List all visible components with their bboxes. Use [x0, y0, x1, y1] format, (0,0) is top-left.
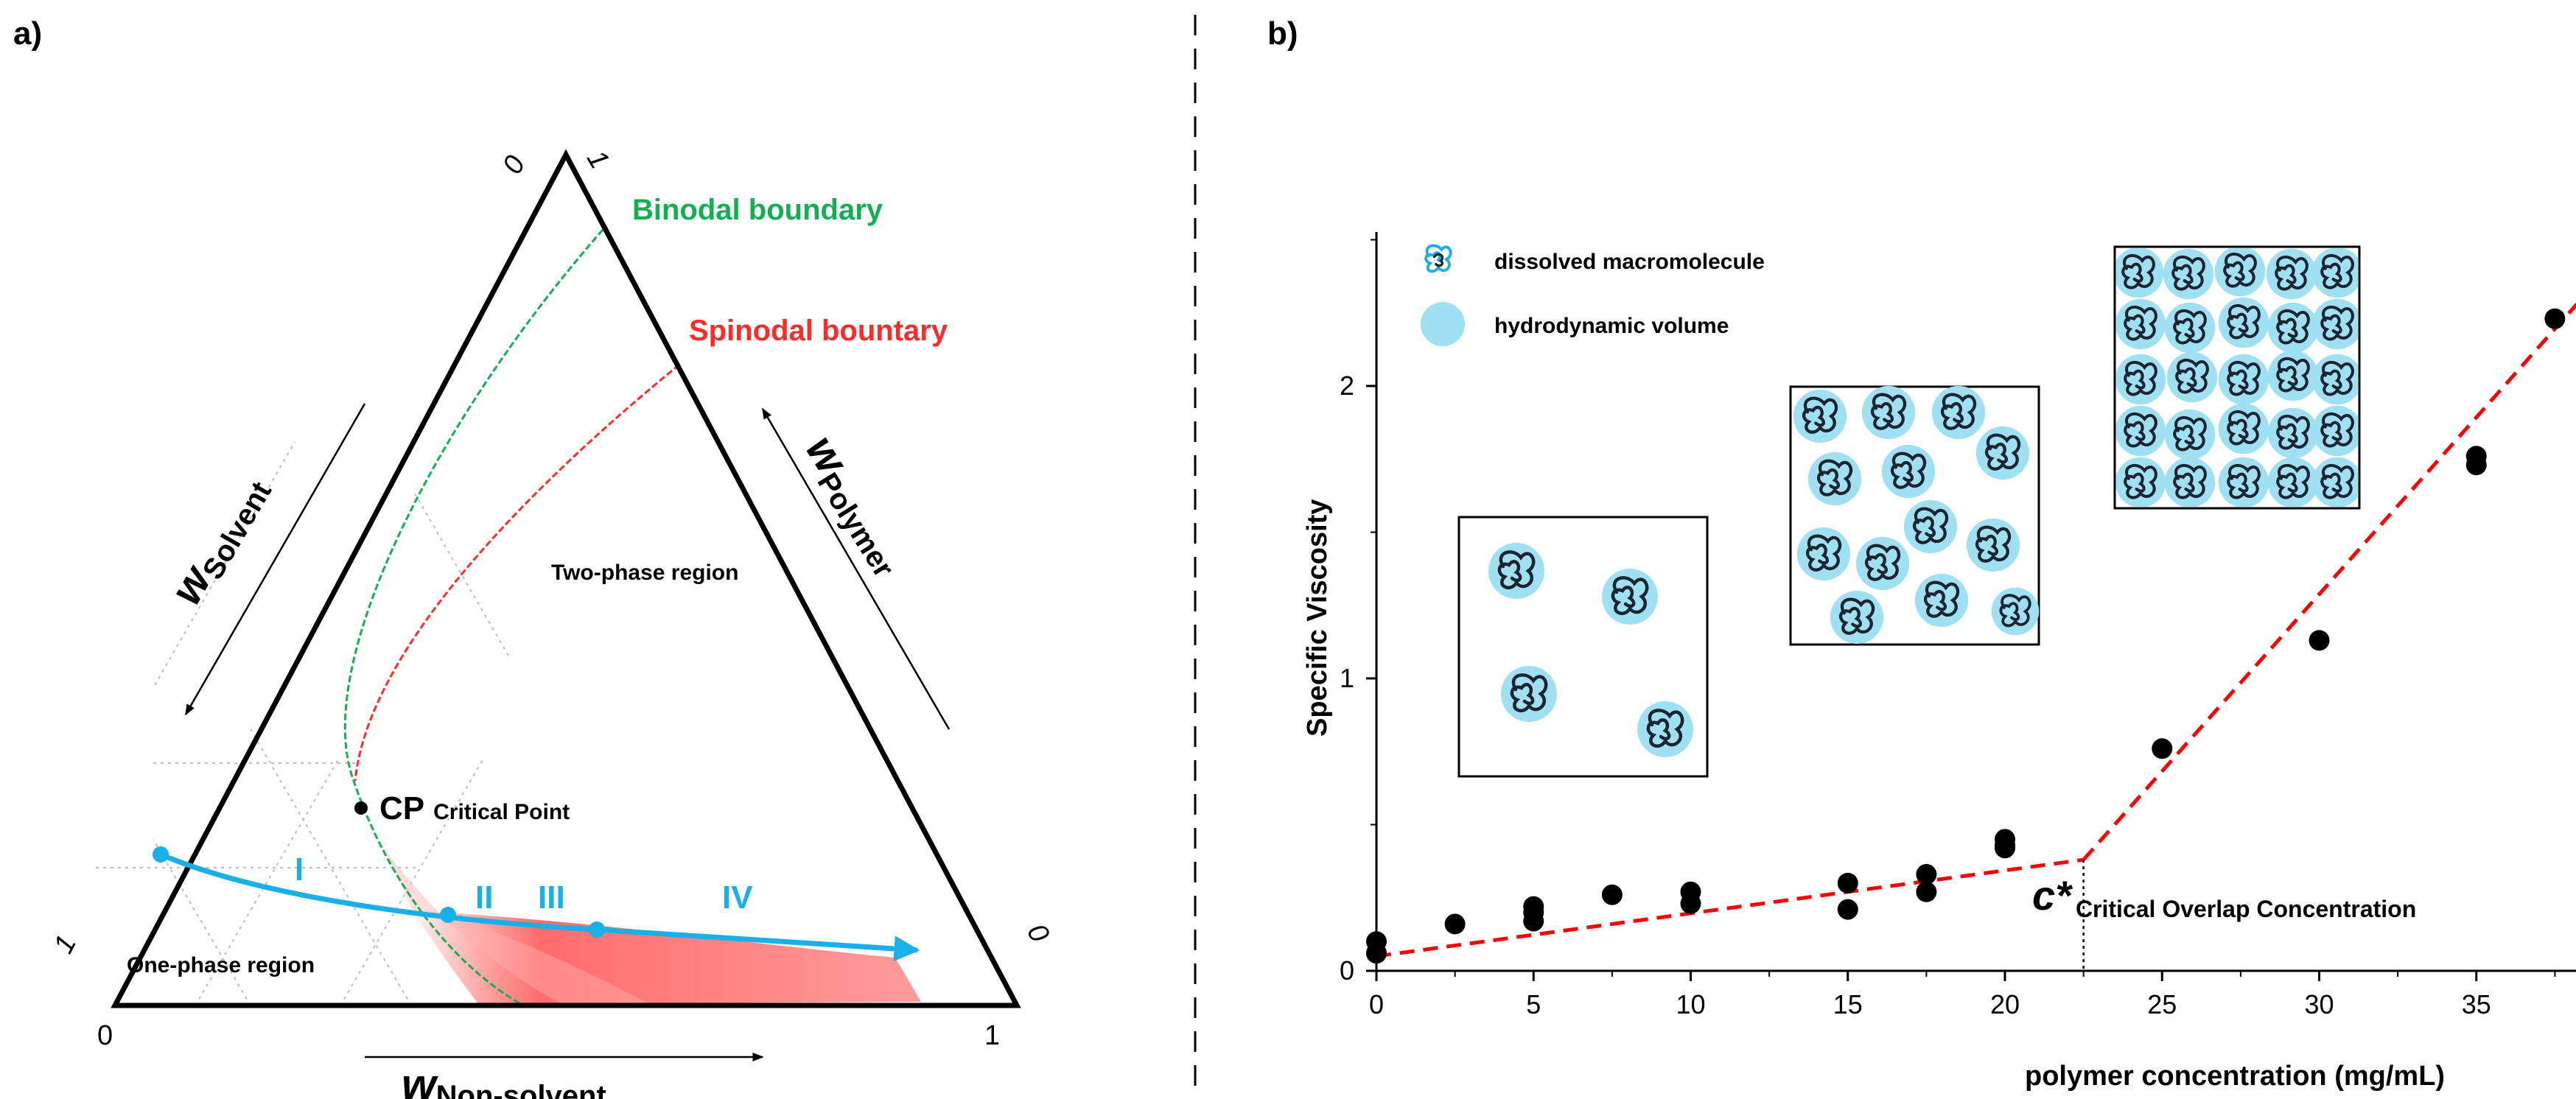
two-phase-label: Two-phase region [551, 561, 738, 585]
binodal-curve [343, 229, 604, 1005]
x-tick-label-5: 5 [1526, 989, 1541, 1019]
data-point [1916, 881, 1937, 902]
legend-dissolved-text: dissolved macromolecule [1494, 250, 1765, 274]
x-tick-label-35: 35 [2462, 989, 2491, 1019]
legend-hydrodynamic-icon [1421, 302, 1465, 346]
panel-b-label: b) [1267, 15, 1298, 52]
data-point [2309, 630, 2330, 651]
x-axis-label: polymer concentration (mg/mL) [2025, 1061, 2445, 1092]
data-point [1837, 899, 1858, 920]
ternary-grid [96, 441, 509, 1006]
data-point [1916, 863, 1937, 885]
y-axis-label: Specific Viscosity [1302, 499, 1333, 737]
ternary-triangle [111, 149, 1021, 1008]
x-tick-label-0: 0 [1369, 989, 1384, 1019]
plot-axes [1375, 232, 2576, 972]
y-tick-label-0: 0 [1340, 955, 1354, 986]
data-point [1366, 943, 1387, 964]
x-tick-label-10: 10 [1676, 989, 1705, 1019]
data-point [1601, 884, 1623, 905]
critical-point-marker [354, 801, 368, 815]
inset-entangled [2113, 245, 2361, 510]
region-ii-label: II [475, 879, 493, 916]
y-ticks: 0 1 2 [1340, 239, 1376, 986]
corner-top-1: 1 [581, 145, 615, 174]
corner-bottom-1: 1 [984, 1020, 1000, 1051]
x-tick-label-25: 25 [2147, 989, 2177, 1019]
two-phase-fill [413, 910, 921, 1005]
x-ticks: 0510152025303540 [1369, 971, 2556, 1019]
path-spinodal-point [589, 921, 605, 938]
x-tick-label-15: 15 [1833, 989, 1863, 1019]
data-point [2465, 454, 2487, 476]
panel-b: b) 0510152025303540 012 Specific Viscosi… [1267, 15, 2576, 1092]
y-tick-label-2: 2 [1340, 371, 1354, 401]
corner-top-0: 0 [497, 151, 531, 179]
path-binodal-point [440, 907, 456, 923]
critical-point-label: CP Critical Point [379, 790, 570, 826]
data-point [2544, 308, 2566, 329]
data-point [1680, 893, 1701, 914]
data-point [1444, 913, 1466, 935]
corner-right-0: 0 [1021, 919, 1055, 947]
path-start-point [153, 846, 169, 863]
y-tick-label-1: 1 [1340, 663, 1354, 693]
legend: dissolved macromolecule hydrodynamic vol… [1421, 244, 1765, 346]
region-i-label: I [295, 852, 304, 888]
corner-left-1: 1 [48, 930, 83, 958]
legend-dissolved-icon [1424, 244, 1452, 273]
x-tick-label-20: 20 [1990, 989, 2020, 1019]
inset-dilute [1457, 516, 1709, 778]
region-iii-label: III [538, 879, 565, 916]
data-points [1366, 308, 2566, 964]
solvent-axis-arrow [184, 403, 366, 716]
x-tick-label-30: 30 [2304, 989, 2334, 1019]
binodal-label: Binodal boundary [632, 194, 883, 226]
corner-bottom-0: 0 [97, 1020, 113, 1051]
region-iv-label: IV [722, 879, 753, 916]
polymer-axis-arrow [761, 407, 951, 730]
data-point [1837, 872, 1858, 893]
data-point [1523, 910, 1544, 932]
cstar-label: c* Critical Overlap Concentration [2032, 872, 2416, 922]
fit-line-dilute [1376, 857, 2084, 958]
data-point [2152, 738, 2173, 759]
inset-overlap [1789, 386, 2041, 646]
nonsolvent-axis-label: wNon-solvent [402, 1060, 606, 1099]
composition-path [159, 852, 920, 962]
polymer-axis-label: wPolymer [793, 426, 918, 583]
panel-a-label: a) [13, 15, 42, 52]
panel-a: a) CP Critical Point I [13, 15, 1055, 1099]
spinodal-label: Spinodal bountary [689, 315, 948, 347]
metastable-fill [383, 847, 648, 1003]
legend-hydrodynamic-text: hydrodynamic volume [1494, 314, 1729, 338]
fit-line-semi-dilute [2082, 303, 2576, 861]
fit-lines [1376, 303, 2576, 958]
data-point [1995, 838, 2015, 859]
one-phase-label: One-phase region [127, 953, 315, 977]
solvent-axis-label: wSolvent [161, 466, 278, 614]
